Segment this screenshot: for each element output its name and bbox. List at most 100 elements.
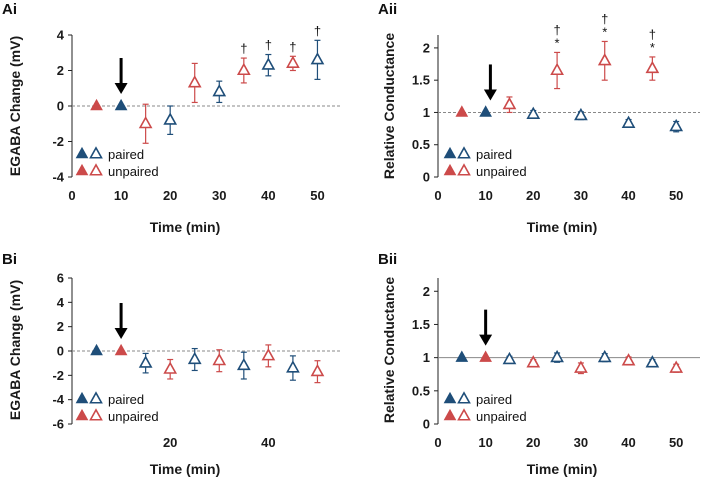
legend-paired-open-icon <box>457 391 471 404</box>
paired-data-point <box>212 84 227 97</box>
legend-paired-filled-icon <box>443 391 457 404</box>
paired-data-point <box>645 355 660 368</box>
y-tick-label: -6 <box>52 417 64 432</box>
x-tick-label: 50 <box>669 188 683 203</box>
unpaired-baseline-point <box>479 350 492 362</box>
unpaired-data-point <box>645 60 660 74</box>
unpaired-data-point <box>163 361 178 374</box>
significance-marker: † <box>265 38 272 53</box>
legend-paired-filled-icon <box>443 146 457 159</box>
paired-data-point <box>310 52 325 65</box>
legend: paired unpaired <box>75 146 159 179</box>
x-tick-label: 30 <box>574 435 588 450</box>
paired-baseline-point <box>455 350 469 362</box>
x-axis-label: Time (min) <box>527 461 598 477</box>
unpaired-data-point <box>286 55 300 68</box>
panel-label: Aii <box>378 1 397 18</box>
unpaired-data-point <box>621 353 636 366</box>
unpaired-data-point <box>550 62 564 76</box>
paired-data-point <box>502 351 517 365</box>
unpaired-data-point <box>138 115 153 129</box>
legend-paired-label: paired <box>108 392 144 407</box>
significance-marker: † <box>649 27 656 42</box>
legend: paired unpaired <box>443 146 527 179</box>
x-tick-label: 50 <box>310 188 324 203</box>
y-tick-label: -4 <box>52 170 64 185</box>
panel-label: Bi <box>2 251 17 268</box>
y-tick-label: 0.5 <box>412 383 430 398</box>
y-tick-label: 2 <box>423 284 430 299</box>
y-axis-label: Relative Conductance <box>381 33 397 179</box>
unpaired-data-point <box>574 360 588 373</box>
x-tick-label: 0 <box>434 188 441 203</box>
x-tick-label: 0 <box>434 435 441 450</box>
y-tick-label: -2 <box>52 368 64 383</box>
legend: paired unpaired <box>443 391 527 424</box>
y-tick-label: 1.5 <box>412 73 430 88</box>
panel-label: Bii <box>378 251 397 268</box>
unpaired-baseline-point <box>114 343 128 356</box>
x-tick-label: 20 <box>526 435 540 450</box>
paired-baseline-point <box>90 343 103 356</box>
y-tick-label: -2 <box>52 134 64 149</box>
legend-paired-label: paired <box>476 392 512 407</box>
y-tick-label: 0 <box>423 170 430 185</box>
x-tick-label: 40 <box>621 188 635 203</box>
significance-marker: † <box>553 22 560 37</box>
legend-unpaired-label: unpaired <box>108 409 159 424</box>
unpaired-data-point <box>526 355 541 368</box>
x-axis-label: Time (min) <box>150 461 221 477</box>
unpaired-data-point <box>310 363 325 377</box>
significance-marker: * <box>555 35 560 50</box>
panel-bi: Bi -6 -4 -2 0 2 4 6 20 40 Time (min) EGABA Change (… <box>2 251 342 477</box>
legend-unpaired-label: unpaired <box>476 164 527 179</box>
y-tick-label: 1.5 <box>412 317 430 332</box>
unpaired-data-point <box>212 352 227 366</box>
panel-label: Ai <box>2 1 17 18</box>
significance-marker: † <box>601 11 608 26</box>
x-tick-label: 0 <box>68 188 75 203</box>
y-tick-label: 1 <box>423 350 430 365</box>
stimulus-arrow-head <box>483 89 497 101</box>
x-tick-label: 50 <box>669 435 683 450</box>
legend-paired-open-icon <box>89 391 103 404</box>
x-tick-label: 40 <box>261 188 275 203</box>
significance-marker: † <box>314 23 321 38</box>
paired-data-point <box>526 106 541 119</box>
y-tick-label: 0.5 <box>412 137 430 152</box>
paired-data-point <box>187 351 202 365</box>
legend-unpaired-filled-icon <box>75 408 89 421</box>
legend-unpaired-open-icon <box>457 163 471 176</box>
significance-marker: * <box>602 24 607 39</box>
legend-unpaired-open-icon <box>89 408 103 421</box>
paired-baseline-point <box>479 105 492 117</box>
legend-unpaired-open-icon <box>89 163 103 176</box>
paired-baseline-point <box>114 98 128 111</box>
y-tick-label: 0 <box>57 344 64 359</box>
unpaired-data-point <box>187 75 202 88</box>
y-tick-label: -4 <box>52 392 64 407</box>
y-tick-label: 1 <box>423 105 430 120</box>
x-tick-label: 10 <box>478 435 492 450</box>
unpaired-data-point <box>261 348 276 361</box>
x-axis-label: Time (min) <box>150 219 221 235</box>
unpaired-baseline-point <box>90 98 103 111</box>
legend-unpaired-filled-icon <box>443 163 457 176</box>
y-tick-label: 4 <box>57 28 65 43</box>
paired-data-point <box>597 349 612 363</box>
paired-data-point <box>261 57 276 70</box>
y-axis-label: EGABA Change (mV) <box>7 280 23 420</box>
legend-unpaired-filled-icon <box>75 163 89 176</box>
legend-paired-label: paired <box>108 147 144 162</box>
x-tick-label: 20 <box>526 188 540 203</box>
legend-unpaired-label: unpaired <box>108 164 159 179</box>
unpaired-data-point <box>502 96 517 110</box>
x-tick-label: 30 <box>212 188 226 203</box>
paired-data-point <box>669 118 684 132</box>
x-tick-label: 20 <box>163 435 177 450</box>
x-tick-label: 20 <box>163 188 177 203</box>
